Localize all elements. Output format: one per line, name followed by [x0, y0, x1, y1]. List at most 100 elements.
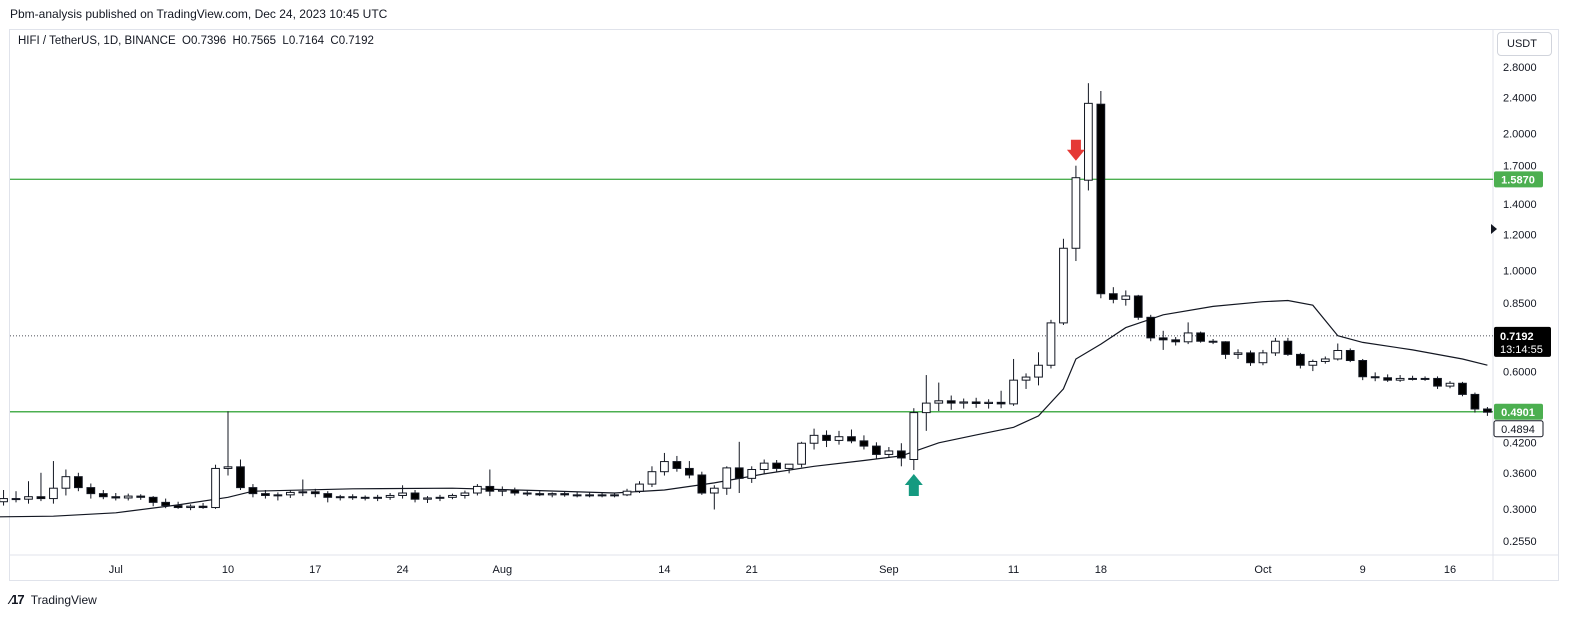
moving-average-line	[0, 299, 1488, 518]
candle-body	[1470, 393, 1480, 410]
markers	[904, 139, 1085, 497]
candle-body	[1408, 377, 1417, 380]
candle	[1320, 356, 1330, 364]
candle	[248, 484, 258, 498]
candle	[635, 481, 644, 494]
candle-body	[435, 496, 445, 499]
candle-body	[36, 496, 46, 500]
price-axis[interactable]: 2.8000 2.4000 2.0000 1.7000 1.4000 1.2000 1.00…	[1503, 62, 1537, 548]
candle	[98, 489, 108, 500]
candle	[1445, 381, 1455, 389]
candle-body	[585, 494, 594, 497]
candle	[373, 494, 382, 502]
candle	[709, 485, 719, 510]
candle	[186, 504, 195, 511]
candle-body	[173, 505, 183, 509]
currency-button[interactable]: USDT	[1497, 32, 1552, 56]
candle-body	[1183, 332, 1193, 343]
candle	[1246, 350, 1255, 366]
candle	[136, 494, 146, 500]
candle-body	[996, 401, 1006, 405]
candle-body	[971, 401, 981, 404]
time-tick-label: 16	[1444, 564, 1456, 576]
candle-body	[959, 401, 969, 404]
symbol-legend: HIFI / TetherUS, 1D, BINANCE O0.7396 H0.…	[18, 35, 374, 47]
time-tick-label: 24	[396, 564, 408, 576]
last-price-tag	[1494, 326, 1551, 357]
tradingview-logo[interactable]: ⁄17 TradingView	[10, 592, 97, 607]
legend-open: O0.7396	[182, 35, 227, 47]
legend-low: L0.7164	[282, 35, 324, 47]
candle	[1283, 337, 1293, 356]
candle-body	[560, 493, 570, 496]
candle-body	[797, 442, 806, 465]
candle-body	[1458, 382, 1467, 395]
candle	[772, 460, 782, 472]
candle-body	[909, 412, 919, 461]
candle-body	[547, 493, 557, 496]
candle-body	[323, 493, 333, 498]
candle	[1196, 331, 1205, 343]
price-tick-label: 2.0000	[1503, 129, 1537, 141]
candle-body	[1370, 376, 1380, 379]
candle	[1059, 238, 1068, 325]
candle	[809, 428, 819, 450]
candle-body	[261, 493, 270, 496]
candle-body	[1358, 360, 1368, 378]
candle-body	[1246, 352, 1255, 364]
price-tick-label: 1.0000	[1503, 266, 1537, 278]
candle	[572, 491, 582, 498]
legend-close: C0.7192	[330, 35, 374, 47]
candle	[1171, 337, 1181, 346]
candle	[198, 503, 208, 509]
candle	[0, 489, 8, 506]
candle-body	[1296, 353, 1305, 366]
time-axis[interactable]: Jul 10 17 24 Aug 14 21 Sep 11 18 Oct 9 16	[109, 564, 1456, 576]
candle-body	[896, 450, 906, 459]
candle	[1133, 294, 1143, 320]
candle-body	[1233, 352, 1243, 355]
candle-body	[946, 400, 956, 404]
secondary-price-tag-label: 0.4894	[1501, 424, 1535, 436]
time-tick-label: 14	[658, 564, 670, 576]
candle	[747, 466, 757, 483]
candle	[1308, 359, 1318, 372]
candle-body	[759, 462, 769, 471]
candle-body	[1308, 360, 1318, 366]
candle	[1121, 290, 1131, 306]
candle	[148, 496, 158, 507]
candle	[111, 493, 121, 501]
candle	[24, 481, 33, 504]
candle-body	[622, 490, 632, 496]
candle	[1021, 373, 1031, 389]
candle-body	[884, 450, 894, 455]
legend-symbol: HIFI / TetherUS, 1D, BINANCE	[18, 35, 176, 47]
candle-body	[697, 474, 707, 494]
time-tick-label: 10	[222, 564, 234, 576]
candle-body	[11, 498, 21, 501]
time-tick-label: Oct	[1254, 564, 1271, 576]
time-tick-label: Sep	[879, 564, 899, 576]
candle-body	[685, 467, 694, 476]
candle	[1358, 358, 1368, 381]
candle-body	[398, 492, 407, 496]
candle	[223, 411, 233, 476]
candle-body	[535, 493, 545, 496]
candle	[1370, 372, 1380, 382]
candle	[273, 492, 283, 501]
price-tick-label: 0.3000	[1503, 504, 1537, 516]
candle	[497, 486, 507, 497]
price-tick-label: 0.4200	[1503, 437, 1537, 449]
candle-body	[572, 494, 582, 497]
candle	[597, 492, 607, 498]
candle	[1096, 91, 1106, 299]
candle	[622, 488, 632, 497]
candle	[672, 455, 682, 472]
chart-frame	[9, 29, 1559, 581]
candle	[859, 435, 869, 450]
candle	[647, 466, 657, 488]
candle	[211, 464, 220, 509]
candle	[959, 398, 969, 409]
